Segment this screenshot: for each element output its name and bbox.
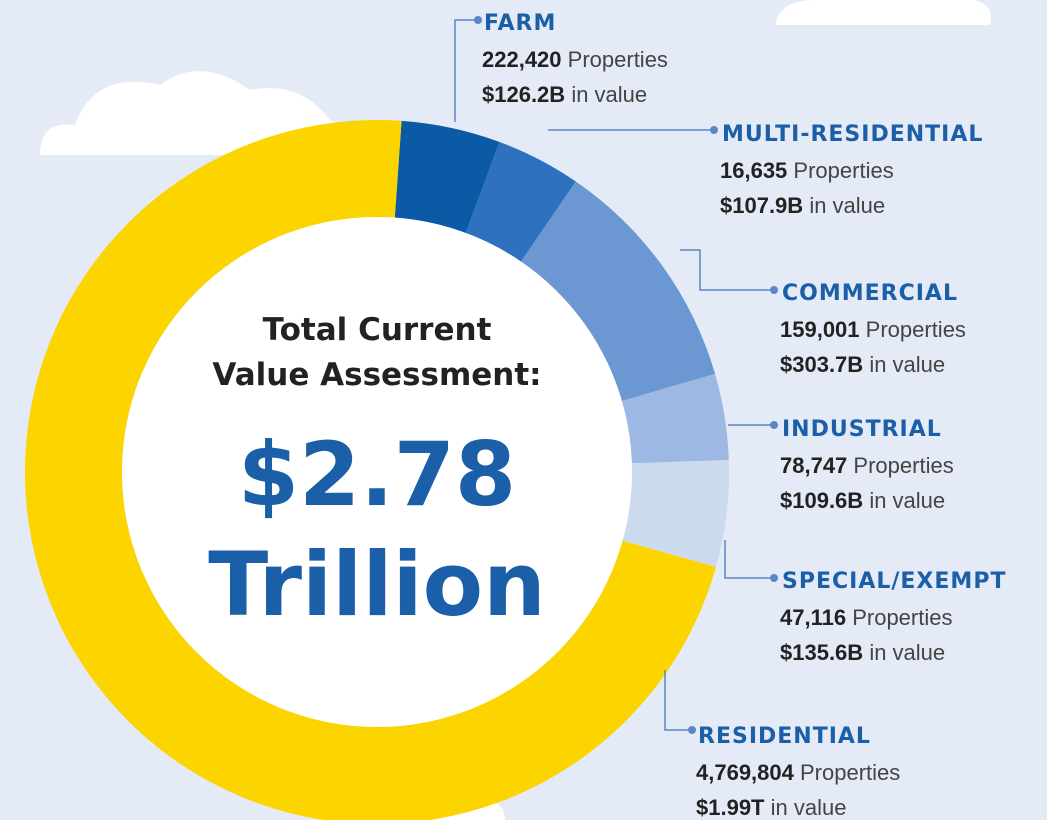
properties-text: Properties (568, 47, 668, 72)
slice (622, 460, 729, 567)
properties-line: 4,769,804 Properties (696, 760, 900, 785)
value-text: in value (869, 640, 945, 665)
donut (25, 120, 729, 820)
properties-text: Properties (853, 453, 953, 478)
dot (474, 16, 482, 24)
slice (521, 181, 716, 401)
properties-count: 4,769,804 (696, 760, 795, 785)
value-line: $126.2B in value (482, 82, 647, 107)
properties-count: 78,747 (780, 453, 847, 478)
properties-text: Properties (852, 605, 952, 630)
value-text: in value (869, 352, 945, 377)
connector (454, 19, 476, 122)
value-text: in value (771, 795, 847, 820)
value-label: $126.2B (482, 82, 565, 107)
value-label: $135.6B (780, 640, 863, 665)
dot (710, 126, 718, 134)
dot (770, 574, 778, 582)
properties-line: 159,001 Properties (780, 317, 966, 342)
value-text: in value (809, 193, 885, 218)
donut-hole (122, 217, 632, 727)
category-name: FARM (484, 11, 556, 36)
connectors (454, 19, 772, 731)
slice (465, 142, 576, 262)
category-name: INDUSTRIAL (782, 417, 942, 442)
value-text: in value (571, 82, 647, 107)
category-name: RESIDENTIAL (698, 724, 871, 749)
value-text: in value (869, 488, 945, 513)
connector-dots (474, 16, 778, 734)
properties-count: 222,420 (482, 47, 562, 72)
legend-item: SPECIAL/EXEMPT 47,116 Properties $135.6B i… (780, 569, 1006, 665)
value-line: $303.7B in value (780, 352, 945, 377)
dot (688, 726, 696, 734)
center-value: Trillion (208, 533, 546, 636)
value-label: $109.6B (780, 488, 863, 513)
category-name: SPECIAL/EXEMPT (782, 569, 1006, 594)
center-text: Total Current Value Assessment: $2.78 Tr… (208, 312, 546, 636)
center-value: $2.78 (238, 423, 516, 526)
properties-line: 16,635 Properties (720, 158, 894, 183)
cloud (40, 71, 346, 155)
legend-item: RESIDENTIAL 4,769,804 Properties $1.99T in… (696, 724, 900, 820)
legend-item: MULTI-RESIDENTIAL 16,635 Properties $107.9… (720, 122, 983, 218)
slice (621, 373, 729, 464)
slice (394, 120, 500, 233)
value-label: $107.9B (720, 193, 803, 218)
cloud (775, 0, 991, 25)
properties-text: Properties (866, 317, 966, 342)
category-name: MULTI-RESIDENTIAL (722, 122, 983, 147)
legend-item: INDUSTRIAL 78,747 Properties $109.6B in va… (780, 417, 954, 513)
properties-text: Properties (800, 760, 900, 785)
center-title: Value Assessment: (212, 357, 541, 393)
value-label: $303.7B (780, 352, 863, 377)
connector (664, 670, 690, 731)
dot (770, 421, 778, 429)
value-line: $107.9B in value (720, 193, 885, 218)
properties-count: 159,001 (780, 317, 860, 342)
center-title: Total Current (263, 312, 492, 348)
dot (770, 286, 778, 294)
properties-count: 47,116 (780, 605, 846, 630)
value-line: $1.99T in value (696, 795, 846, 820)
properties-line: 222,420 Properties (482, 47, 668, 72)
value-line: $109.6B in value (780, 488, 945, 513)
properties-line: 47,116 Properties (780, 605, 952, 630)
properties-line: 78,747 Properties (780, 453, 954, 478)
properties-text: Properties (793, 158, 893, 183)
category-name: COMMERCIAL (782, 281, 958, 306)
connector (680, 249, 772, 291)
value-label: $1.99T (696, 795, 765, 820)
properties-count: 16,635 (720, 158, 787, 183)
value-line: $135.6B in value (780, 640, 945, 665)
connector (724, 540, 772, 579)
